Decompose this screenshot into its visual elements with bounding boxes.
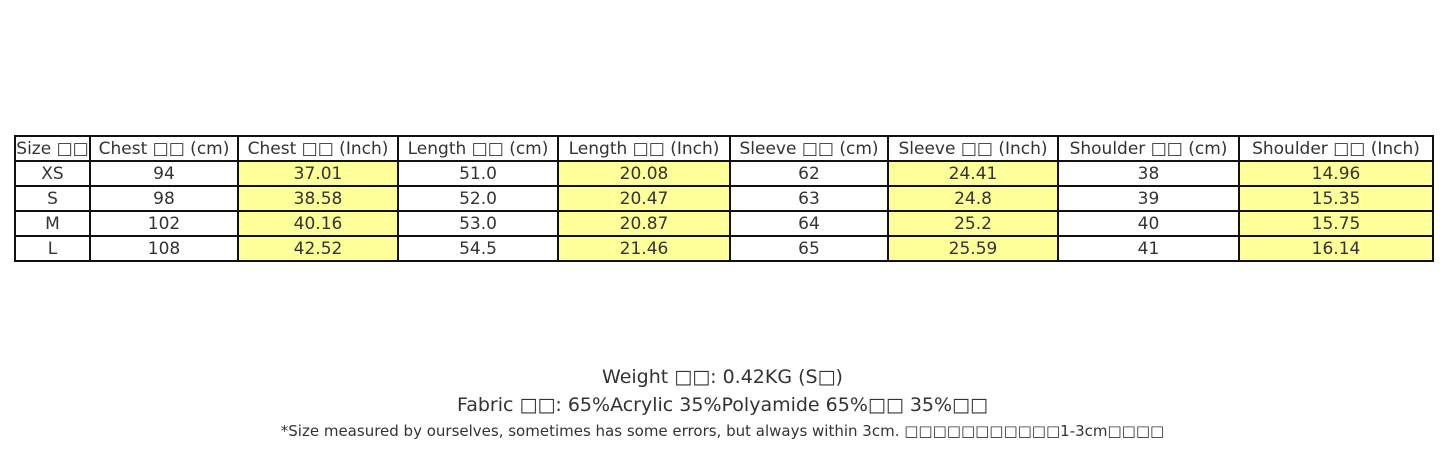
table-cell: 20.47 <box>557 185 731 212</box>
column-header: Shoulder □□ (Inch) <box>1238 135 1434 162</box>
table-cell: 15.75 <box>1238 210 1434 237</box>
table-cell: 65 <box>729 235 889 262</box>
table-cell: 16.14 <box>1238 235 1434 262</box>
column-header: Sleeve □□ (Inch) <box>887 135 1059 162</box>
fabric-text: Fabric □□: 65%Acrylic 35%Polyamide 65%□□… <box>457 394 988 416</box>
table-cell: 53.0 <box>397 210 559 237</box>
table-cell: 39 <box>1057 185 1240 212</box>
table-cell: 52.0 <box>397 185 559 212</box>
table-cell: 42.52 <box>237 235 399 262</box>
table-cell: 64 <box>729 210 889 237</box>
table-cell: 63 <box>729 185 889 212</box>
table-cell: 40 <box>1057 210 1240 237</box>
table-cell: S <box>14 185 91 212</box>
table-cell: 41 <box>1057 235 1240 262</box>
table-cell: 20.08 <box>557 160 731 187</box>
column-header: Size □□ <box>14 135 91 162</box>
table-cell: L <box>14 235 91 262</box>
table-cell: 24.8 <box>887 185 1059 212</box>
table-row: M 102 40.16 53.0 20.87 64 25.2 40 15.75 <box>14 210 1434 237</box>
measurement-note: *Size measured by ourselves, sometimes h… <box>280 422 1165 440</box>
table-cell: 15.35 <box>1238 185 1434 212</box>
table-cell: 98 <box>89 185 239 212</box>
column-header: Chest □□ (Inch) <box>237 135 399 162</box>
table-cell: 25.2 <box>887 210 1059 237</box>
table-cell: 54.5 <box>397 235 559 262</box>
table-cell: 94 <box>89 160 239 187</box>
table-cell: M <box>14 210 91 237</box>
header-row: Size □□ Chest □□ (cm) Chest □□ (Inch) Lengt… <box>14 135 1434 162</box>
table-cell: 20.87 <box>557 210 731 237</box>
table-cell: 38.58 <box>237 185 399 212</box>
table-cell: 38 <box>1057 160 1240 187</box>
table-cell: 25.59 <box>887 235 1059 262</box>
size-chart-table: Size □□ Chest □□ (cm) Chest □□ (Inch) Lengt… <box>14 135 1434 262</box>
table-cell: 24.41 <box>887 160 1059 187</box>
table-cell: 102 <box>89 210 239 237</box>
column-header: Shoulder □□ (cm) <box>1057 135 1240 162</box>
table-row: S 98 38.58 52.0 20.47 63 24.8 39 15.35 <box>14 185 1434 212</box>
column-header: Length □□ (Inch) <box>557 135 731 162</box>
column-header: Sleeve □□ (cm) <box>729 135 889 162</box>
table-cell: XS <box>14 160 91 187</box>
table-cell: 37.01 <box>237 160 399 187</box>
table-cell: 62 <box>729 160 889 187</box>
table-cell: 40.16 <box>237 210 399 237</box>
weight-text: Weight □□: 0.42KG (S□) <box>602 366 843 388</box>
table-row: XS 94 37.01 51.0 20.08 62 24.41 38 14.96 <box>14 160 1434 187</box>
table-row: L 108 42.52 54.5 21.46 65 25.59 41 16.14 <box>14 235 1434 262</box>
table-cell: 108 <box>89 235 239 262</box>
table-cell: 14.96 <box>1238 160 1434 187</box>
table-cell: 51.0 <box>397 160 559 187</box>
table-cell: 21.46 <box>557 235 731 262</box>
column-header: Chest □□ (cm) <box>89 135 239 162</box>
column-header: Length □□ (cm) <box>397 135 559 162</box>
